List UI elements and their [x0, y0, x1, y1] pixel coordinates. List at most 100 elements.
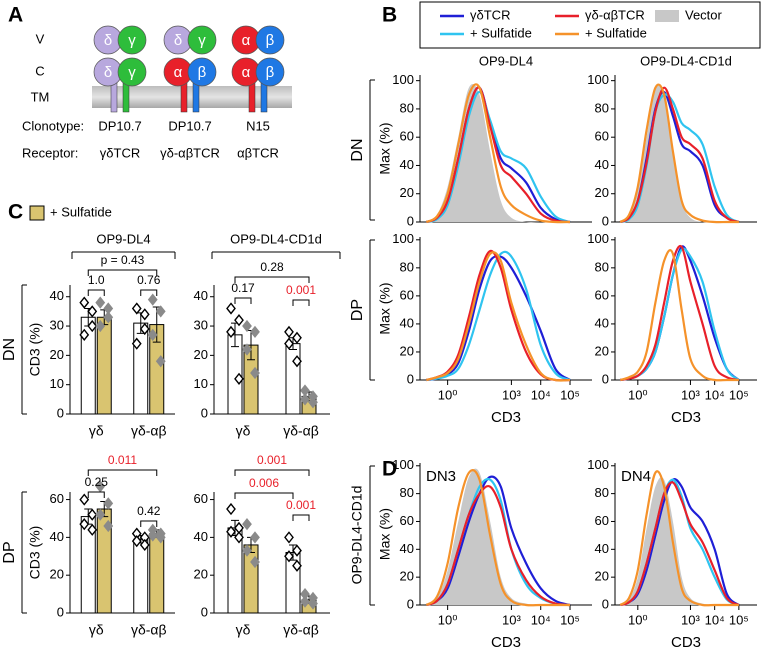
x-tick-label: 10⁵: [560, 612, 580, 627]
data-point: [284, 325, 294, 339]
p-value: p = 0.43: [101, 253, 145, 267]
data-point: [226, 302, 236, 315]
chart-title: OP9-DL4-CD1d: [640, 53, 732, 68]
data-point: [131, 535, 142, 548]
x-tick-label: 10⁵: [560, 387, 580, 402]
data-point: [155, 305, 166, 318]
panel-letter: C: [8, 201, 23, 224]
data-point: [250, 555, 260, 569]
y-tick-label: 40: [400, 315, 414, 330]
legend-box: [419, 1, 761, 49]
significance-bracket: [140, 520, 158, 527]
y-tick-label: 0: [602, 213, 609, 228]
x-tick-label: 10³: [681, 612, 700, 627]
data-point: [95, 296, 106, 309]
histogram-line: [619, 83, 739, 224]
data-point: [284, 531, 294, 544]
x-tick-label: 10⁵: [729, 612, 749, 627]
y-tick-label: 20: [595, 569, 609, 584]
tm-segment: [180, 81, 188, 113]
y-axis-label: CD3 (%): [27, 323, 43, 377]
significance-bracket: [234, 492, 294, 499]
data-point: [308, 396, 318, 409]
x-tick-label: γδ-αβ: [283, 622, 319, 638]
chain-label: β: [266, 32, 275, 49]
y-tick-label: 30: [194, 317, 208, 332]
data-point: [139, 308, 150, 321]
y-tick-label: 20: [595, 185, 609, 200]
p-value: 0.006: [249, 476, 279, 490]
x-axis-label: CD3: [671, 634, 701, 651]
y-tick-label: 30: [50, 317, 64, 332]
y-tick-label: 0: [201, 604, 208, 619]
y-tick-label: 0: [201, 405, 208, 420]
data-point: [87, 305, 98, 318]
p-value: 0.001: [286, 498, 316, 512]
y-tick-label: 80: [595, 485, 609, 500]
p-value: 1.0: [88, 273, 105, 287]
clonotype: DP10.7: [168, 118, 211, 133]
data-point: [155, 355, 166, 368]
y-axis-label: CD3 (%): [27, 526, 43, 580]
histogram-line: [426, 90, 571, 224]
histogram-area: [426, 468, 571, 606]
row-label: C: [35, 63, 44, 78]
legend-label: Vector: [685, 7, 723, 22]
histogram-line: [620, 245, 740, 382]
row-label: DP: [349, 299, 366, 321]
x-tick-label: γδ: [89, 423, 104, 439]
y-tick-label: 20: [595, 343, 609, 358]
p-value: 0.17: [231, 281, 255, 295]
data-point: [79, 518, 90, 531]
y-tick-label: 10: [194, 376, 208, 391]
legend-swatch: [655, 10, 679, 22]
y-tick-label: 80: [595, 100, 609, 115]
p-value: 0.25: [85, 475, 109, 489]
y-tick-label: 100: [587, 72, 609, 87]
y-tick-label: 40: [194, 288, 208, 303]
y-tick-label: 20: [400, 569, 414, 584]
data-point: [131, 302, 142, 315]
data-point: [226, 325, 236, 339]
x-tick-label: 10⁴: [531, 387, 551, 402]
data-point: [95, 508, 106, 521]
data-point: [79, 493, 90, 506]
data-point: [292, 559, 302, 572]
chain-domain: [255, 25, 285, 55]
data-point: [87, 508, 98, 521]
y-tick-label: 20: [194, 567, 208, 582]
histogram-line: [619, 470, 739, 607]
chain-domain: [187, 57, 217, 87]
membrane: [92, 86, 292, 108]
y-axis-label: Max (%): [377, 122, 393, 174]
chain-domain: [187, 25, 217, 55]
data-point: [147, 293, 158, 306]
y-tick-label: 40: [400, 157, 414, 172]
data-point: [308, 597, 318, 610]
y-tick-label: 0: [407, 371, 414, 386]
row-label: DN: [349, 138, 366, 161]
data-point: [284, 337, 294, 350]
data-point: [95, 319, 106, 333]
bar: [133, 538, 149, 614]
data-point: [242, 319, 252, 333]
data-point: [292, 544, 302, 557]
y-tick-label: 60: [400, 513, 414, 528]
data-point: [103, 302, 114, 315]
bar: [96, 316, 112, 415]
p-value: 0.011: [108, 453, 137, 467]
y-tick-label: 60: [400, 129, 414, 144]
x-tick-label: 10⁰: [628, 612, 648, 627]
data-point: [147, 529, 158, 542]
y-tick-label: 20: [194, 347, 208, 362]
data-point: [234, 531, 244, 544]
x-tick-label: γδ: [236, 423, 251, 439]
y-tick-label: 60: [400, 287, 414, 302]
y-tick-label: 100: [392, 72, 414, 87]
y-tick-label: 80: [400, 485, 414, 500]
significance-bracket: [87, 269, 158, 276]
legend-label: + Sulfatide: [50, 204, 112, 219]
row-label: V: [36, 31, 45, 46]
histogram-line: [425, 86, 571, 224]
legend-label: γδ-αβTCR: [585, 7, 645, 22]
